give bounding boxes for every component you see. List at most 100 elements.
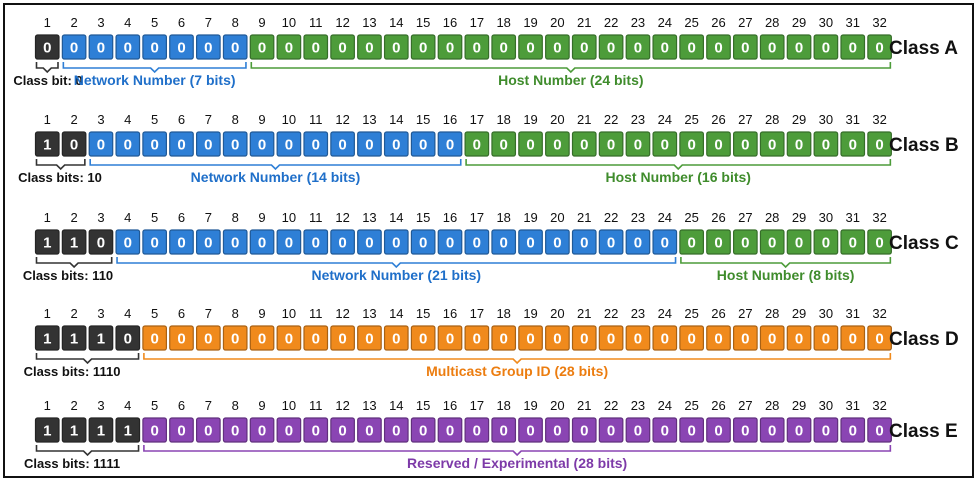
bit-value: 0	[204, 423, 212, 440]
bit-box	[222, 325, 248, 351]
bit-position-number: 8	[232, 398, 239, 413]
bit-position-number: 27	[738, 210, 752, 225]
bit-box	[545, 34, 570, 60]
bit-value: 0	[258, 137, 266, 154]
bit-position-number: 24	[658, 112, 672, 127]
bit-box	[276, 229, 302, 255]
bit-box	[330, 417, 355, 443]
bit-position-number: 14	[389, 112, 403, 127]
bit-position-number: 32	[872, 398, 886, 413]
network-label: Network Number (21 bits)	[312, 267, 482, 283]
bit-value: 0	[875, 137, 883, 154]
bit-position-number: 4	[124, 15, 131, 30]
bit-position-number: 8	[232, 210, 239, 225]
bit-position-number: 32	[872, 210, 886, 225]
bit-position-number: 29	[792, 398, 806, 413]
bit-position-number: 30	[819, 306, 833, 321]
bit-value: 0	[607, 331, 615, 348]
bit-position-number: 3	[97, 112, 104, 127]
bit-value: 0	[849, 40, 857, 57]
multicast-label: Multicast Group ID (28 bits)	[426, 363, 608, 379]
bit-box	[357, 417, 382, 443]
bit-position-number: 21	[577, 306, 591, 321]
bit-position-number: 19	[523, 210, 537, 225]
bit-value: 0	[661, 423, 669, 440]
bit-position-number: 15	[416, 398, 430, 413]
bit-box	[196, 325, 221, 351]
bit-box	[518, 229, 543, 255]
bit-box	[61, 34, 87, 60]
bit-box	[840, 417, 866, 443]
bit-value: 0	[634, 331, 642, 348]
bit-value: 0	[526, 137, 534, 154]
bit-value: 0	[526, 331, 534, 348]
bit-box	[249, 417, 275, 443]
bit-value: 0	[231, 40, 239, 57]
bit-position-number: 2	[70, 112, 77, 127]
bit-position-number: 30	[819, 15, 833, 30]
bit-box	[383, 229, 409, 255]
bit-value: 0	[446, 40, 454, 57]
bit-box	[169, 417, 194, 443]
bit-position-number: 22	[604, 306, 618, 321]
network-label: Network Number (7 bits)	[74, 72, 236, 88]
bit-position-number: 8	[232, 112, 239, 127]
bit-box	[142, 229, 167, 255]
bit-value: 0	[849, 137, 857, 154]
bit-value: 0	[634, 423, 642, 440]
bit-box	[759, 34, 785, 60]
bit-position-number: 18	[496, 15, 510, 30]
bit-position-number: 20	[550, 210, 564, 225]
bit-position-number: 16	[443, 15, 457, 30]
bit-box	[518, 131, 543, 157]
bit-box	[437, 229, 463, 255]
bit-box	[437, 34, 463, 60]
bit-box	[625, 34, 651, 60]
bit-box	[437, 131, 463, 157]
bit-position-number: 15	[416, 15, 430, 30]
bit-position-number: 25	[684, 306, 698, 321]
bit-position-number: 3	[97, 398, 104, 413]
bit-box	[840, 34, 866, 60]
bit-position-number: 5	[151, 210, 158, 225]
bit-value: 0	[768, 137, 776, 154]
class-bits-bracket	[35, 353, 140, 365]
bit-box	[357, 34, 382, 60]
bit-value: 0	[70, 137, 78, 154]
bit-position-number: 7	[205, 398, 212, 413]
bit-box	[276, 325, 302, 351]
class-bit-box	[34, 325, 60, 351]
bit-position-number: 4	[124, 398, 131, 413]
bit-box	[706, 131, 731, 157]
bit-box	[652, 417, 678, 443]
bit-value: 0	[338, 423, 346, 440]
bit-value: 0	[634, 137, 642, 154]
bit-position-number: 7	[205, 15, 212, 30]
bit-position-number: 11	[309, 210, 323, 225]
bit-position-number: 7	[205, 210, 212, 225]
bit-value: 0	[392, 423, 400, 440]
bit-value: 0	[795, 235, 803, 252]
class-bit-box	[115, 325, 141, 351]
bit-value: 0	[97, 137, 105, 154]
bit-position-number: 22	[604, 112, 618, 127]
class-bits-label: Class bits: 1110	[24, 364, 121, 379]
bit-position-number: 27	[738, 112, 752, 127]
bit-value: 0	[70, 40, 78, 57]
bit-box	[625, 417, 651, 443]
bit-position-number: 16	[443, 398, 457, 413]
bit-box	[732, 131, 758, 157]
bit-value: 0	[97, 40, 105, 57]
class-bit-box	[61, 131, 87, 157]
bit-value: 0	[607, 423, 615, 440]
bit-box	[357, 131, 382, 157]
bit-position-number: 5	[151, 398, 158, 413]
class-bits-label: Class bits: 110	[23, 268, 113, 283]
bit-value: 0	[553, 235, 561, 252]
bit-value: 0	[714, 40, 722, 57]
class-bits-bracket	[35, 257, 113, 269]
bit-value: 0	[741, 137, 749, 154]
host-label: Host Number (24 bits)	[498, 72, 643, 88]
class-bit-box	[61, 417, 87, 443]
bit-box	[410, 325, 436, 351]
